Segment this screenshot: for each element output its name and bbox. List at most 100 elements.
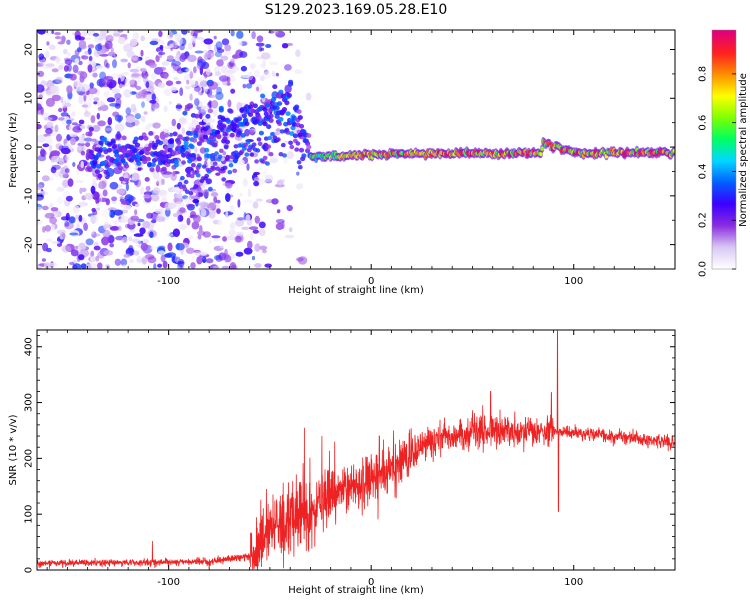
spectrogram-noise-blob — [184, 197, 193, 205]
colorbar-band — [712, 207, 736, 210]
spectrogram-ridge-blob — [134, 142, 141, 148]
spectrogram-noise-blob — [104, 233, 111, 237]
spectrogram-noise-blob — [42, 65, 52, 70]
spectrogram-noise-blob — [110, 47, 114, 54]
spectrogram-ridge-blob — [149, 167, 155, 173]
colorbar-band — [712, 99, 736, 103]
spectrogram-ridge-blob — [195, 124, 201, 130]
spectrogram-noise-blob — [121, 236, 128, 244]
spectrogram-noise-blob — [60, 167, 67, 175]
spectrogram-noise-blob — [151, 102, 156, 111]
spectrogram-noise-blob — [212, 219, 220, 225]
colorbar-band — [712, 163, 736, 167]
snr-y-tick-label: 0 — [24, 567, 35, 573]
spectrogram-noise-blob — [43, 262, 51, 269]
spectrogram-noise-blob — [37, 103, 42, 111]
spectrogram-branch-blob — [229, 154, 235, 160]
spectrogram-noise-blob — [90, 115, 96, 124]
spectrogram-noise-blob — [253, 69, 260, 78]
spectrogram-noise-blob — [56, 133, 62, 142]
spectrogram-noise-blob — [150, 219, 157, 224]
snr-y-tick-label: 300 — [24, 393, 35, 412]
spectrogram-noise-blob — [37, 206, 43, 212]
spectrogram-noise-blob — [120, 34, 128, 38]
spectrogram-noise-blob — [141, 101, 145, 108]
spectrogram-noise-blob — [82, 101, 92, 109]
spectrogram-noise-blob — [125, 223, 131, 229]
spectrogram-noise-blob — [159, 45, 164, 50]
colorbar-band — [712, 221, 736, 224]
spectrogram-noise-blob — [69, 261, 75, 266]
spectrogram-noise-blob — [64, 220, 70, 227]
spectrogram-noise-blob — [38, 53, 45, 60]
spectrogram-noise-blob — [131, 55, 140, 63]
spectrogram-branch-blob — [191, 163, 196, 168]
spectrogram-noise-blob — [55, 143, 63, 150]
spectrogram-noise-blob — [247, 240, 253, 249]
spectrogram-ridge-blob — [139, 149, 145, 155]
spectrogram-ridge-blob — [167, 147, 173, 153]
colorbar-band — [712, 151, 736, 155]
spectrogram-noise-blob — [188, 235, 194, 239]
spectrogram-noise-blob — [109, 243, 115, 248]
spectrogram-noise-blob — [152, 122, 161, 129]
spectrogram-noise-blob — [137, 74, 141, 84]
spectrogram-noise-blob — [151, 193, 160, 202]
spectrogram-noise-blob — [214, 66, 221, 74]
spectrogram-noise-blob — [149, 62, 157, 68]
spectrogram-ridge-blob — [243, 117, 249, 123]
spectrogram-ridge-blob — [103, 169, 109, 175]
spectrogram-noise-blob — [146, 212, 154, 219]
spectrogram-noise-blob — [179, 207, 186, 214]
spectrogram-ridge-blob — [296, 109, 302, 114]
spectrogram-noise-blob — [37, 123, 42, 130]
spectrogram-noise-blob — [117, 225, 122, 232]
spectrogram-noise-blob — [172, 76, 179, 81]
spectrogram-noise-blob — [221, 265, 230, 269]
spectrogram-ridge-blob — [240, 133, 246, 138]
colorbar-band — [712, 31, 736, 35]
colorbar-band — [712, 165, 736, 169]
spectrogram-ridge-blob — [301, 153, 307, 159]
spectrogram-noise-blob — [194, 251, 202, 256]
spectrogram-noise-blob — [60, 216, 69, 221]
colorbar-band — [712, 253, 736, 256]
colorbar-band — [712, 217, 736, 220]
spectrogram-noise-blob — [107, 207, 117, 212]
colorbar-band — [712, 209, 736, 212]
spectrogram-noise-blob — [124, 205, 132, 210]
spectrogram-branch-blob — [279, 129, 285, 134]
spectrogram-noise-blob — [147, 221, 154, 231]
spectrogram-noise-blob — [81, 55, 89, 60]
spectrogram-noise-blob — [56, 186, 65, 192]
colorbar-band — [712, 55, 736, 59]
spectrogram-noise-blob — [188, 42, 193, 50]
colorbar-band — [712, 213, 736, 216]
spectrogram-noise-blob — [208, 100, 213, 109]
spectrogram-noise-blob — [77, 47, 82, 53]
spectrogram-noise-blob — [135, 203, 140, 207]
spectrogram-noise-blob — [274, 30, 279, 35]
spectrogram-noise-blob — [78, 40, 87, 49]
spectrogram-branch-blob — [181, 160, 187, 165]
spectrogram-noise-blob — [232, 65, 240, 72]
spectrogram-noise-blob — [185, 203, 196, 208]
spectrogram-noise-blob — [240, 65, 247, 72]
colorbar-band — [712, 121, 736, 125]
colorbar-band — [712, 259, 736, 262]
spectrogram-noise-blob — [87, 131, 93, 137]
spectrogram-ridge-blob — [284, 100, 290, 106]
spectrogram-noise-blob — [271, 198, 279, 205]
spectrogram-noise-blob — [135, 85, 142, 91]
spectrogram-noise-blob — [172, 213, 179, 218]
spectrogram-noise-blob — [128, 236, 133, 242]
spectrogram-noise-blob — [254, 215, 260, 224]
spectrogram-noise-blob — [140, 242, 148, 251]
spectrogram-ridge-blob — [256, 115, 262, 120]
spectrogram-ridge-blob — [133, 136, 139, 142]
spectrogram-noise-blob — [194, 147, 198, 153]
spectrogram-noise-blob — [246, 163, 250, 171]
spectrogram-noise-blob — [72, 263, 82, 269]
spectrogram-noise-blob — [95, 44, 103, 51]
spectrogram-ridge-blob — [182, 110, 188, 116]
